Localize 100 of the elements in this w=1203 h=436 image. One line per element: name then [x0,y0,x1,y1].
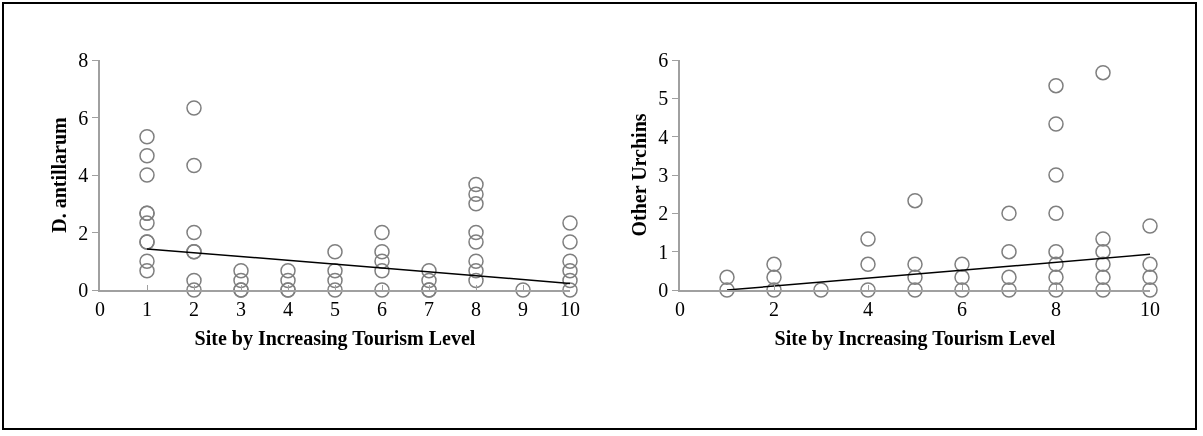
point [1142,218,1158,234]
point [907,282,923,298]
point [1095,282,1111,298]
point [186,157,202,174]
point [468,262,484,279]
point [1095,269,1111,286]
point [468,253,484,269]
point [562,262,578,279]
point [468,186,484,202]
point [719,269,735,286]
point [468,272,484,289]
point [1048,282,1064,298]
point [327,262,343,279]
point [1048,243,1064,260]
y-tick-label: 3 [658,164,669,186]
point [186,272,202,289]
point [280,272,296,289]
point [421,272,437,289]
point [907,256,923,273]
point [186,100,202,116]
point [374,262,390,279]
y-tick-label: 4 [658,125,669,148]
x-tick-label: 8 [1051,297,1061,320]
y-axis-title: D. antillarum [48,116,71,233]
point [1048,269,1064,286]
point [139,253,155,269]
point [719,282,735,298]
point [327,272,343,289]
point [468,176,484,193]
x-tick-label: 4 [863,297,873,320]
x-tick-label: 0 [675,297,685,320]
point [1048,256,1064,273]
y-tick-label: 8 [78,49,89,71]
y-tick-label: 6 [658,49,669,71]
point [1095,256,1111,273]
point [468,196,484,212]
point [468,234,484,250]
point [1001,205,1017,222]
point [139,215,155,231]
point [954,256,970,273]
x-axis-title: Site by Increasing Tourism Level [774,326,1056,350]
point [562,215,578,231]
point [233,262,249,279]
x-tick-label: 0 [95,297,105,320]
point [421,262,437,279]
x-tick-label: 5 [330,297,340,320]
point [562,272,578,289]
point [1142,269,1158,286]
point [1048,205,1064,222]
point [186,282,202,298]
y-tick-label: 2 [658,202,669,225]
x-tick-label: 10 [560,297,580,320]
point [562,253,578,269]
point [139,167,155,183]
y-tick-label: 6 [78,106,89,129]
point [139,147,155,164]
point [1001,269,1017,286]
point [860,256,876,273]
point [907,192,923,209]
y-tick-label: 0 [658,279,669,301]
point [860,231,876,247]
x-tick-label: 2 [189,297,199,320]
y-tick-label: 4 [78,164,89,186]
point [813,282,829,298]
x-tick-label: 3 [236,297,246,320]
point [374,282,390,298]
point [1001,282,1017,298]
point [954,282,970,298]
y-tick-label: 5 [658,87,669,110]
point [1095,243,1111,260]
point [1142,282,1158,298]
point [374,224,390,241]
point [515,282,531,298]
point [860,282,876,298]
x-tick-label: 6 [377,297,387,320]
x-tick-label: 1 [142,297,152,320]
y-tick-label: 2 [78,221,89,244]
point [327,244,343,260]
point [562,282,578,298]
point [562,234,578,250]
point [1048,116,1064,132]
point [374,244,390,260]
y-tick-label: 1 [658,240,669,263]
point [907,269,923,286]
y-tick-label: 0 [78,279,89,301]
point [766,282,782,298]
point [1048,167,1064,183]
x-tick-label: 10 [1140,297,1160,320]
point [766,269,782,286]
point [186,224,202,241]
point [1001,243,1017,260]
point [766,256,782,273]
point [233,272,249,289]
point [139,129,155,145]
point [327,282,343,298]
x-axis-title: Site by Increasing Tourism Level [194,326,476,350]
point [374,253,390,269]
point [1095,231,1111,247]
x-tick-label: 9 [518,297,528,320]
point [1095,64,1111,81]
